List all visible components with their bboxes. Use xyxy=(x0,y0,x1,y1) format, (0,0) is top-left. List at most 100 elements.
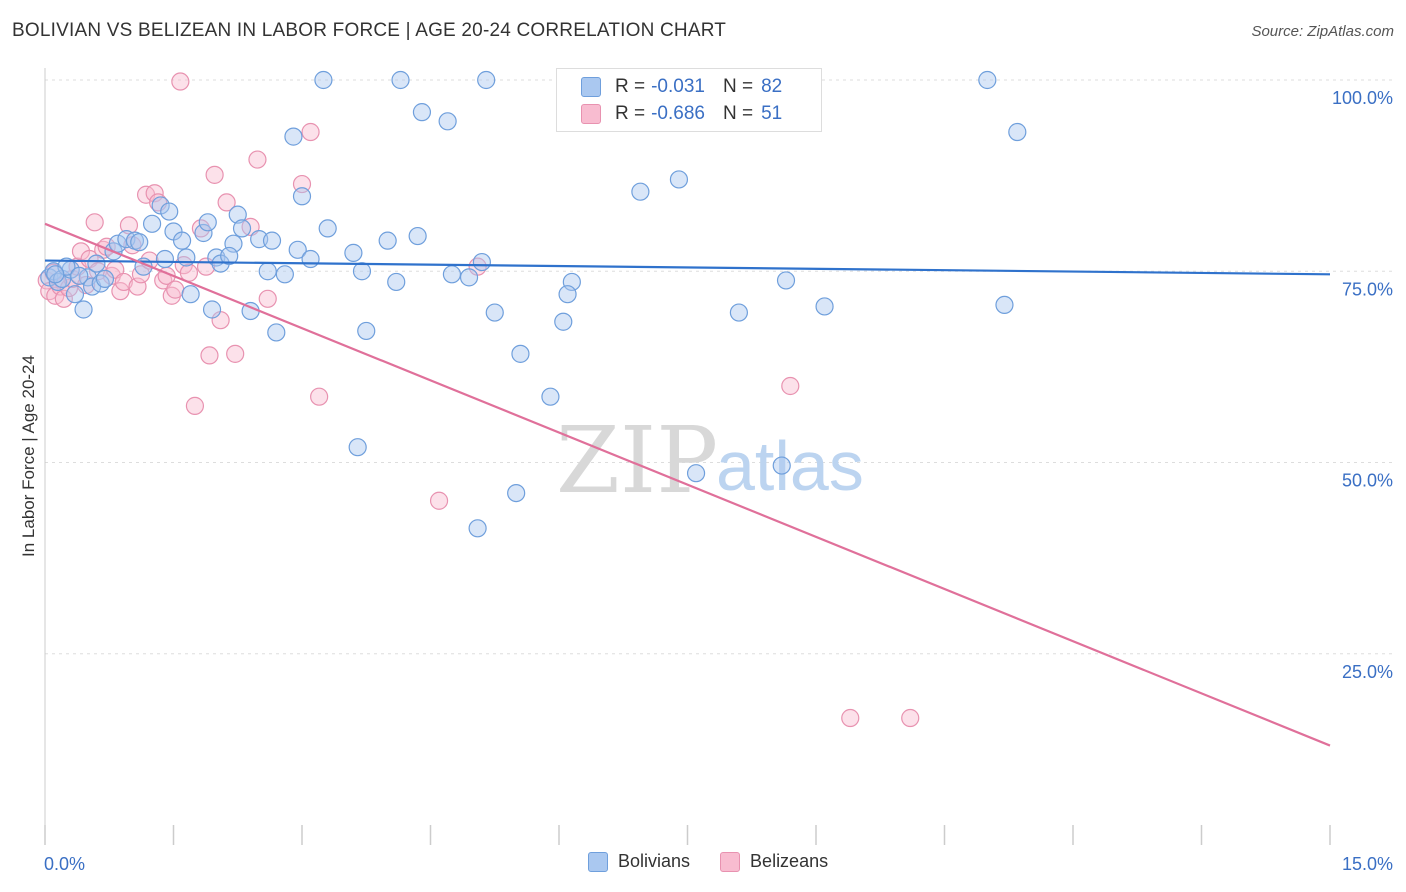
bolivian-point xyxy=(142,214,162,233)
tick-labels: 25.0% 50.0% 75.0% 100.0% 0.0% 15.0% xyxy=(44,88,1393,874)
bolivian-point xyxy=(267,323,286,342)
bolivian-point xyxy=(772,456,791,475)
bolivian-point xyxy=(459,268,479,287)
y-tick-label: 100.0% xyxy=(1332,88,1393,108)
axis-layer xyxy=(44,68,1331,845)
belizean-point xyxy=(429,491,449,510)
bolivian-legend-swatch xyxy=(588,851,608,872)
bolivian-point xyxy=(541,387,560,406)
bolivian-point xyxy=(288,240,307,259)
bolivian-point xyxy=(301,249,320,269)
bolivian-point xyxy=(202,300,222,319)
belizean-point xyxy=(301,122,320,142)
bolivian-point xyxy=(70,266,89,285)
bolivian-point xyxy=(292,187,312,206)
bolivian-point xyxy=(378,231,397,250)
watermark: ZIP atlas xyxy=(556,407,864,514)
belizean-point xyxy=(226,344,245,363)
bolivian-point xyxy=(194,223,213,243)
bolivian-swatch xyxy=(581,77,601,97)
bolivian-point xyxy=(74,300,93,319)
bolivian-trend-line xyxy=(44,259,1331,276)
bolivian-point xyxy=(477,70,496,90)
bolivian-point xyxy=(1008,122,1027,142)
belizean-point xyxy=(85,213,104,232)
legend-item-bolivians[interactable]: Bolivians xyxy=(588,851,690,872)
bolivian-point xyxy=(314,70,333,90)
bolivian-point xyxy=(442,265,462,284)
bolivian-point xyxy=(438,112,457,131)
x-tick-label: 0.0% xyxy=(44,854,85,874)
bolivian-point xyxy=(232,219,252,238)
bolivian-point xyxy=(344,243,363,262)
legend-r-label: R = xyxy=(615,103,646,124)
bolivian-point xyxy=(408,226,427,246)
bolivian-legend-label: Bolivians xyxy=(618,851,691,871)
bolivian-point xyxy=(198,213,217,232)
belizean-trend-line xyxy=(44,222,1331,747)
bolivian-point xyxy=(978,70,997,90)
bolivian-point xyxy=(181,285,200,304)
y-tick-label: 75.0% xyxy=(1342,279,1393,299)
bolivian-point xyxy=(87,254,106,273)
belizean-point xyxy=(841,708,860,728)
legend-r-label: R = xyxy=(615,76,646,97)
bolivian-point xyxy=(177,248,196,267)
bolivian-point xyxy=(262,231,282,250)
bolivian-point xyxy=(412,103,432,122)
trend-lines xyxy=(44,222,1331,747)
legend-n-value: 82 xyxy=(761,76,783,97)
bolivian-point xyxy=(507,484,526,503)
legend-n-label: N = xyxy=(722,76,754,97)
x-tick-label: 15.0% xyxy=(1342,854,1393,874)
bolivian-point xyxy=(275,265,294,284)
bolivian-point xyxy=(558,285,577,304)
bolivian-point xyxy=(95,269,115,288)
y-tick-label: 25.0% xyxy=(1342,662,1393,682)
stats-legend: R = -0.031 N = 82 R = -0.686 N = 51 xyxy=(556,68,822,132)
bolivian-point xyxy=(391,70,410,90)
belizean-points xyxy=(37,72,920,728)
legend-row-belizeans: R = -0.686 N = 51 xyxy=(581,101,782,127)
bolivian-point xyxy=(357,321,376,341)
legend-r-value: -0.031 xyxy=(651,76,705,97)
belizean-point xyxy=(901,708,920,728)
legend-item-belizeans[interactable]: Belizeans xyxy=(720,851,828,872)
bolivian-point xyxy=(815,297,834,316)
bolivian-point xyxy=(511,344,530,363)
bolivian-point xyxy=(130,233,149,252)
bolivian-point xyxy=(65,285,85,304)
belizean-point xyxy=(185,396,205,415)
bolivian-points xyxy=(40,70,1027,538)
grid-layer xyxy=(45,79,1395,655)
legend-n-value: 51 xyxy=(761,103,783,124)
legend-row-bolivians: R = -0.031 N = 82 xyxy=(581,74,782,100)
belizean-swatch xyxy=(581,104,601,124)
chart-source: Source: ZipAtlas.com xyxy=(1251,23,1394,40)
bolivian-point xyxy=(318,219,337,238)
belizean-point xyxy=(217,193,236,212)
bolivian-point xyxy=(631,182,650,201)
chart-title: BOLIVIAN VS BELIZEAN IN LABOR FORCE | AG… xyxy=(12,20,727,41)
legend-n-label: N = xyxy=(722,103,754,124)
bolivian-point xyxy=(348,438,367,457)
belizean-point xyxy=(166,280,185,299)
bolivian-point xyxy=(686,464,706,483)
bolivian-point xyxy=(729,303,749,322)
legend-r-value: -0.686 xyxy=(651,103,705,124)
belizean-point xyxy=(781,376,800,396)
y-tick-label: 50.0% xyxy=(1342,471,1393,491)
watermark-zip: ZIP xyxy=(556,407,718,514)
bolivian-point xyxy=(220,246,239,266)
belizean-point xyxy=(171,72,190,91)
belizean-point xyxy=(54,289,73,308)
bolivian-point xyxy=(554,312,573,331)
y-axis-label: In Labor Force | Age 20-24 xyxy=(19,355,38,557)
belizean-point xyxy=(111,282,130,301)
bolivian-point xyxy=(776,271,796,290)
belizean-point xyxy=(114,272,133,292)
bolivian-point xyxy=(387,272,406,292)
bolivian-point xyxy=(284,127,303,146)
belizean-point xyxy=(200,346,219,365)
